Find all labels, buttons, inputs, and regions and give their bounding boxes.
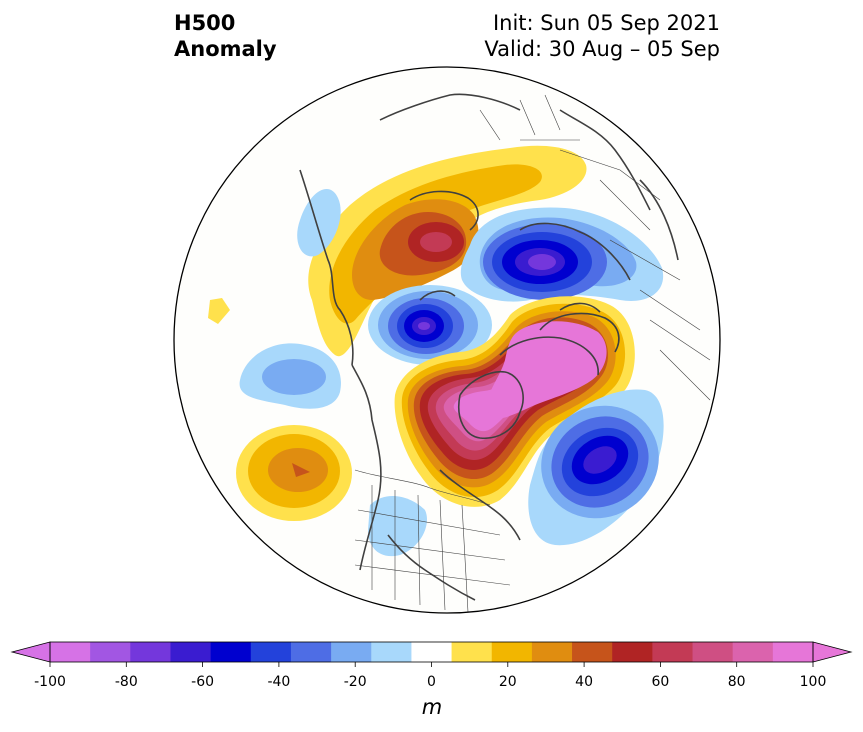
colorbar-cells (50, 642, 814, 662)
polar-map (173, 66, 721, 614)
colorbar-cell (572, 642, 613, 662)
colorbar-cell (130, 642, 171, 662)
colorbar-tick-label: 40 (575, 674, 594, 690)
colorbar-cell (772, 642, 814, 662)
colorbar-tick-label: -40 (267, 674, 291, 690)
anomaly-greenland-positive-100 (486, 321, 607, 419)
colorbar-extend-min (10, 641, 51, 663)
colorbar-tick-label: 80 (727, 674, 746, 690)
colorbar-cell (371, 642, 412, 662)
variable-label: H500 (174, 11, 236, 35)
anomaly-nwpacific-positive (208, 298, 230, 324)
anomaly-pacific-positive-40 (292, 463, 310, 477)
colorbar-cell (451, 642, 493, 662)
colorbar-cell (732, 642, 774, 662)
colorbar-cell (210, 642, 252, 662)
anomaly-bering-negative-20 (262, 359, 326, 395)
chart-title-right: Init: Sun 05 Sep 2021 Valid: 30 Aug – 05… (484, 10, 720, 62)
anomaly-chukchi-negative-80 (418, 322, 430, 330)
colorbar-tick-label: -60 (191, 674, 215, 690)
chart-title-left: H500 Anomaly (174, 10, 277, 62)
colorbar-tick-label: 20 (498, 674, 517, 690)
colorbar-cell (50, 642, 91, 662)
colorbar-tick-label: 100 (799, 674, 827, 690)
colorbar-cell (531, 642, 573, 662)
globe-boundary (173, 66, 721, 614)
anomaly-wus-negative (368, 495, 428, 557)
anomaly-nsiberia-negative-80 (528, 254, 556, 270)
colorbar-tick-label: -80 (114, 674, 138, 690)
colorbar-cell (90, 642, 131, 662)
colorbar-cell (290, 642, 332, 662)
valid-label: Valid: 30 Aug – 05 Sep (484, 37, 720, 61)
colorbar-tick-label: 0 (427, 674, 436, 690)
colorbar-cell (491, 642, 533, 662)
political-borders (354, 94, 711, 613)
anomaly-siberia-positive-70 (420, 232, 452, 252)
colorbar-cell (652, 642, 694, 662)
colorbar-cell (331, 642, 372, 662)
anomaly-field (208, 93, 711, 613)
colorbar-tick-label: -20 (343, 674, 367, 690)
anomaly-siberia-positive-20 (308, 145, 587, 357)
init-label: Init: Sun 05 Sep 2021 (492, 11, 720, 35)
colorbar-extend-max (812, 641, 853, 663)
colorbar-tick-label: -100 (34, 674, 66, 690)
anomaly-atlantic-negative-70 (583, 446, 617, 474)
anomaly-kamchatka-negative (297, 189, 341, 257)
colorbar-cell (692, 642, 734, 662)
colorbar-ticks (49, 662, 814, 667)
colorbar-cell (411, 642, 453, 662)
colorbar-unit-label: m (421, 695, 443, 719)
colorbar-cell (612, 642, 653, 662)
colorbar-cell (170, 642, 212, 662)
coastlines (299, 93, 679, 601)
colorbar-tick-label: 60 (651, 674, 670, 690)
colorbar-cell (250, 642, 292, 662)
field-label: Anomaly (174, 37, 277, 61)
